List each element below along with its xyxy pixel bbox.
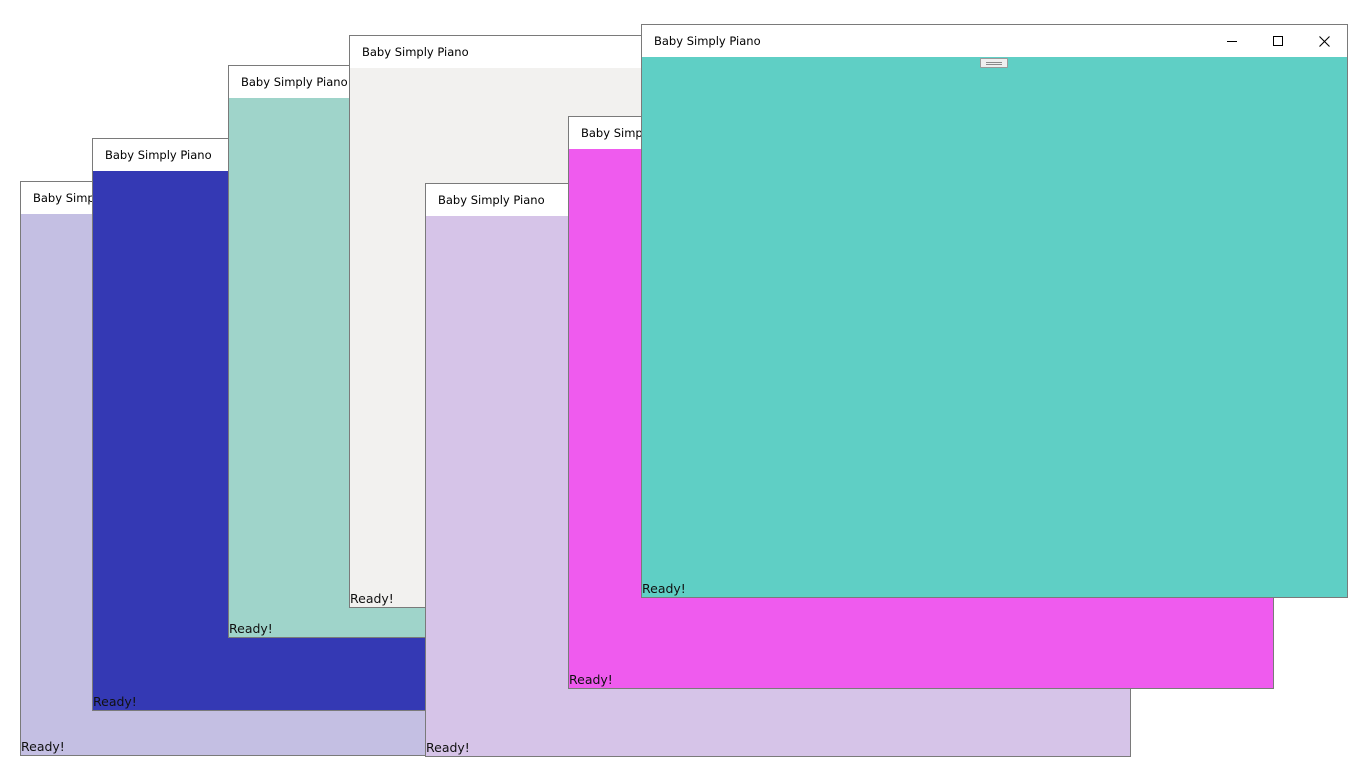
status-text: Ready! xyxy=(350,591,394,606)
status-text: Ready! xyxy=(569,672,613,687)
status-text: Ready! xyxy=(229,621,273,636)
window-title: Baby Simply Piano xyxy=(105,148,212,162)
window-title: Baby Simply Piano xyxy=(438,193,545,207)
status-text: Ready! xyxy=(21,739,65,754)
app-window-active[interactable]: Baby Simply Piano xyxy=(641,24,1348,598)
window-title: Baby Simply Piano xyxy=(654,34,761,48)
drag-handle-icon[interactable] xyxy=(979,58,1008,68)
close-icon xyxy=(1318,35,1330,47)
window-title: Baby Simply Piano xyxy=(241,75,348,89)
status-text: Ready! xyxy=(426,740,470,755)
window-title: Baby Simply Piano xyxy=(362,45,469,59)
title-bar[interactable]: Baby Simply Piano xyxy=(350,36,648,68)
minimize-button[interactable] xyxy=(1209,25,1255,57)
status-text: Ready! xyxy=(642,581,686,596)
minimize-icon xyxy=(1227,41,1237,42)
maximize-button[interactable] xyxy=(1255,25,1301,57)
status-text: Ready! xyxy=(93,694,137,709)
close-button[interactable] xyxy=(1301,25,1347,57)
window-controls xyxy=(1209,25,1347,57)
title-bar[interactable]: Baby Simply Piano xyxy=(642,25,1347,57)
window-client-area[interactable]: Ready! xyxy=(642,57,1347,597)
maximize-icon xyxy=(1273,36,1283,46)
